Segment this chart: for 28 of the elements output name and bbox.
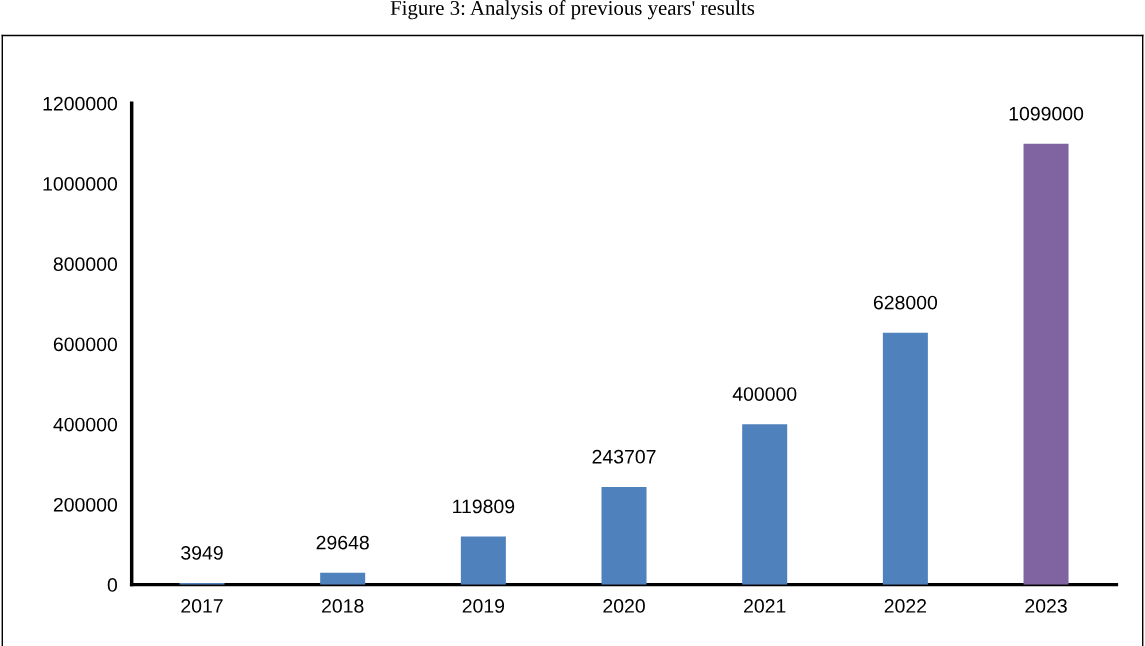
data-label: 400000 bbox=[732, 387, 797, 401]
data-label: 29648 bbox=[316, 535, 369, 550]
x-tick-label: 2019 bbox=[462, 599, 505, 613]
bar bbox=[742, 424, 788, 585]
bar bbox=[601, 486, 647, 585]
y-tick-label: 200000 bbox=[53, 497, 118, 512]
data-label: 3949 bbox=[181, 545, 223, 560]
data-label: 243707 bbox=[592, 449, 656, 464]
y-tick-label: 0 bbox=[107, 578, 118, 592]
y-tick-label: 1000000 bbox=[43, 177, 118, 191]
x-tick-label: 2020 bbox=[603, 599, 645, 613]
y-tick-label: 600000 bbox=[53, 337, 118, 352]
chart-title: Figure 3: Analysis of previous years' results bbox=[390, 0, 755, 20]
x-tick-label: 2018 bbox=[322, 599, 364, 613]
x-tick-label: 2022 bbox=[884, 599, 927, 613]
y-tick-label: 1200000 bbox=[43, 96, 118, 111]
y-tick-label: 400000 bbox=[53, 417, 118, 432]
bar bbox=[882, 332, 928, 585]
bar bbox=[1023, 143, 1069, 585]
data-label: 119809 bbox=[453, 499, 515, 514]
bar bbox=[460, 536, 506, 585]
bar bbox=[320, 572, 366, 585]
x-tick-label: 2021 bbox=[744, 599, 786, 613]
data-label: 628000 bbox=[873, 295, 938, 310]
data-label: 1099000 bbox=[1009, 106, 1084, 121]
x-tick-label: 2023 bbox=[1025, 599, 1067, 613]
y-tick-label: 800000 bbox=[53, 257, 118, 272]
x-tick-label: 2017 bbox=[181, 599, 223, 613]
